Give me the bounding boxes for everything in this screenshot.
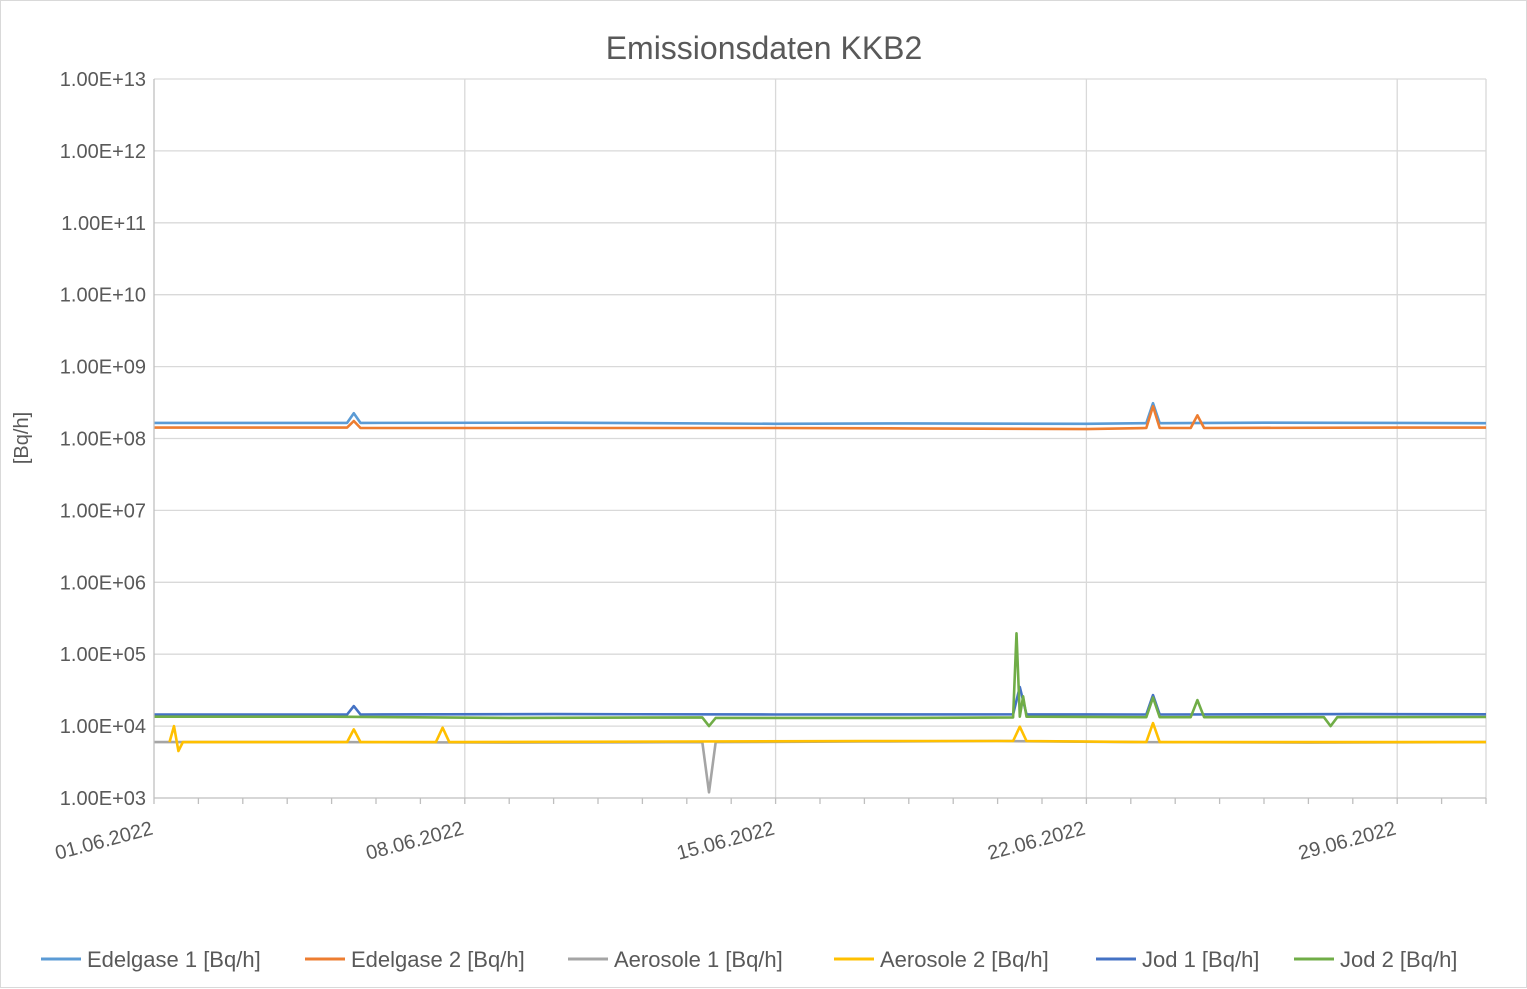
y-tick-label: 1.00E+06	[60, 572, 146, 594]
y-tick-label: 1.00E+07	[60, 500, 146, 522]
y-tick-label: 1.00E+04	[60, 716, 146, 738]
series-line-4	[168, 721, 1486, 753]
y-tick-label: 1.00E+08	[60, 429, 146, 451]
gridlines	[154, 78, 1487, 798]
y-tick-label: 1.00E+13	[60, 69, 146, 91]
y-tick-label: 1.00E+03	[60, 788, 146, 810]
y-tick-label: 1.00E+12	[60, 141, 146, 163]
legend: Edelgase 1 [Bq/h] Edelgase 2 [Bq/h] Aeroso…	[41, 947, 1457, 972]
y-tick-label: 1.00E+10	[60, 285, 146, 307]
y-tick-label: 1.00E+11	[61, 213, 146, 235]
y-tick-label: 1.00E+09	[60, 357, 146, 379]
axes	[153, 79, 1487, 804]
series-line-3	[154, 739, 1487, 794]
series-line-6	[154, 632, 1487, 728]
series-line-5	[154, 685, 1487, 716]
series-lines	[154, 401, 1487, 794]
series-line-2	[154, 405, 1486, 431]
legend-label: Edelgase 2 [Bq/h]	[351, 947, 525, 972]
x-tick-labels: 01.06.2022 08.06.2022 15.06.2022 22.06.2022…	[53, 818, 1399, 865]
legend-label: Aerosole 2 [Bq/h]	[880, 947, 1049, 972]
x-tick-label: 01.06.2022	[53, 818, 155, 865]
x-tick-label: 29.06.2022	[1296, 818, 1398, 865]
legend-label: Edelgase 1 [Bq/h]	[87, 947, 261, 972]
chart-title: Emissionsdaten KKB2	[606, 30, 923, 66]
legend-label: Jod 1 [Bq/h]	[1142, 947, 1259, 972]
x-tick-label: 22.06.2022	[985, 818, 1087, 865]
y-tick-label: 1.00E+05	[60, 644, 146, 666]
y-tick-labels: 1.00E+03 1.00E+04 1.00E+05 1.00E+06 1.00E+07…	[60, 69, 146, 810]
x-tick-label: 15.06.2022	[675, 818, 777, 865]
series-line-1	[154, 401, 1487, 426]
x-tick-label: 08.06.2022	[364, 818, 466, 865]
legend-label: Aerosole 1 [Bq/h]	[614, 947, 783, 972]
legend-label: Jod 2 [Bq/h]	[1340, 947, 1457, 972]
y-axis-title: [Bq/h]	[11, 412, 33, 464]
